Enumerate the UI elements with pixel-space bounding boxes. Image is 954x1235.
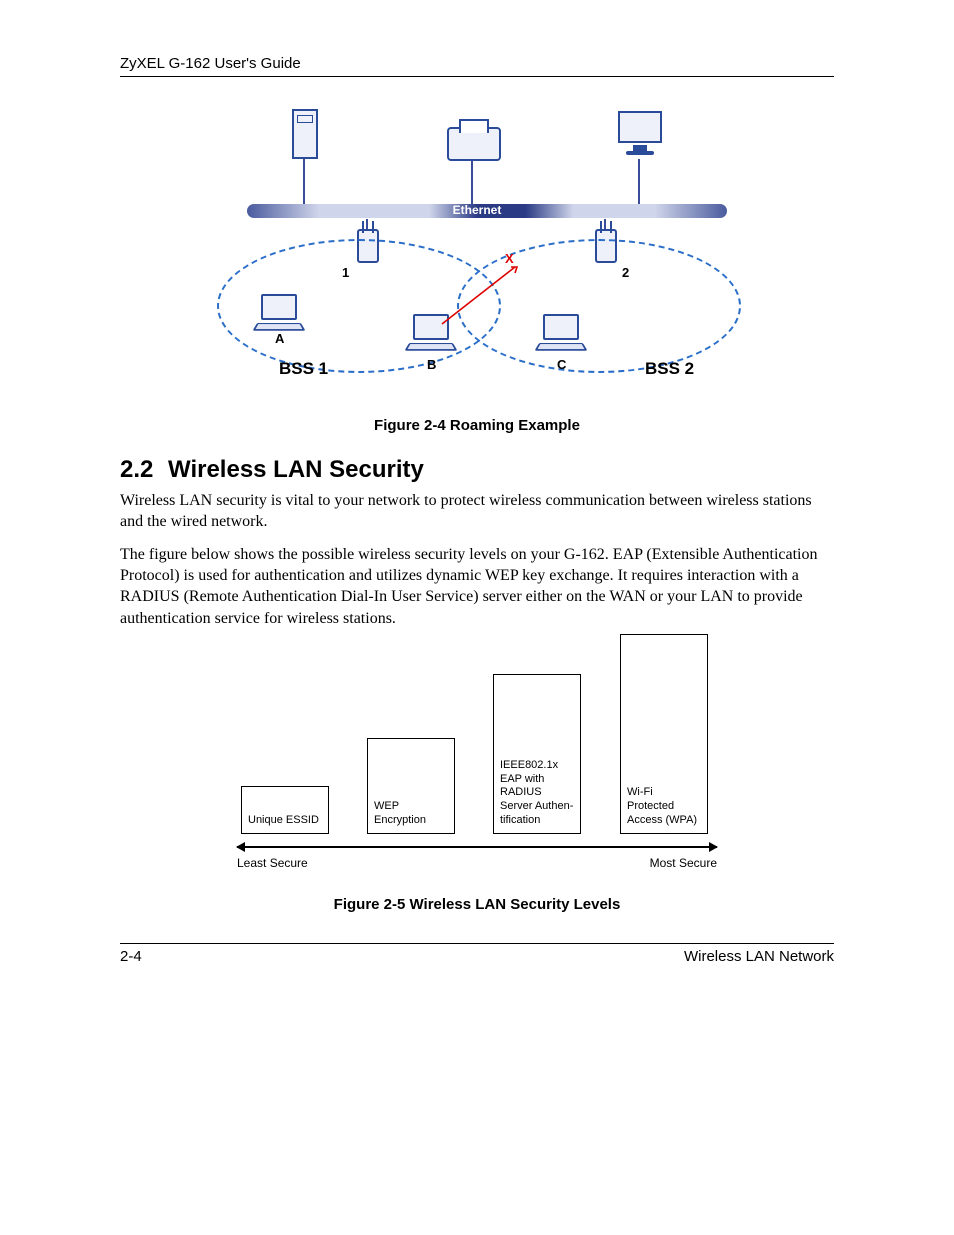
security-level-label: Wi-Fi Protected Access (WPA) <box>627 786 701 827</box>
body-paragraph-1: Wireless LAN security is vital to your n… <box>120 490 834 532</box>
most-secure-label: Most Secure <box>650 856 717 870</box>
security-level-label: IEEE802.1x EAP with RADIUS Server Authen… <box>500 759 574 828</box>
figure-2-4-diagram: Ethernet 1 2 BSS 1 BSS 2 A B C X <box>217 99 737 399</box>
section-number: 2.2 <box>120 456 168 484</box>
roaming-arrow-icon <box>217 99 737 399</box>
security-level-box: WEP Encryption <box>367 738 455 834</box>
security-level-box: Wi-Fi Protected Access (WPA) <box>620 634 708 834</box>
figure-2-5-diagram: Unique ESSID WEP Encryption IEEE802.1x EAP… <box>237 643 717 878</box>
figure-2-4-caption: Figure 2-4 Roaming Example <box>120 417 834 434</box>
page-header: ZyXEL G-162 User's Guide <box>120 55 834 77</box>
page-number: 2-4 <box>120 948 142 965</box>
body-paragraph-2: The figure below shows the possible wire… <box>120 544 834 628</box>
security-level-label: Unique ESSID <box>248 814 319 828</box>
security-axis <box>237 846 717 848</box>
page-footer: 2-4 Wireless LAN Network <box>120 943 834 965</box>
section-title: Wireless LAN Security <box>168 456 424 483</box>
figure-2-5-caption: Figure 2-5 Wireless LAN Security Levels <box>120 896 834 913</box>
security-level-box: IEEE802.1x EAP with RADIUS Server Authen… <box>493 674 581 834</box>
footer-section-name: Wireless LAN Network <box>684 948 834 965</box>
security-level-label: WEP Encryption <box>374 800 448 828</box>
section-heading: 2.2Wireless LAN Security <box>120 456 834 484</box>
least-secure-label: Least Secure <box>237 856 308 870</box>
security-level-box: Unique ESSID <box>241 786 329 834</box>
roam-x-label: X <box>505 251 514 266</box>
